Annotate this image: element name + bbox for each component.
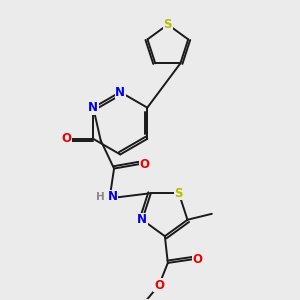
- Text: S: S: [164, 18, 172, 31]
- Text: O: O: [61, 132, 71, 146]
- Text: O: O: [193, 253, 202, 266]
- Text: H: H: [96, 192, 104, 202]
- Text: N: N: [108, 190, 118, 203]
- Text: N: N: [137, 213, 147, 226]
- Text: O: O: [140, 158, 150, 171]
- Text: O: O: [154, 279, 164, 292]
- Text: N: N: [115, 85, 125, 98]
- Text: N: N: [88, 101, 98, 114]
- Text: S: S: [175, 187, 183, 200]
